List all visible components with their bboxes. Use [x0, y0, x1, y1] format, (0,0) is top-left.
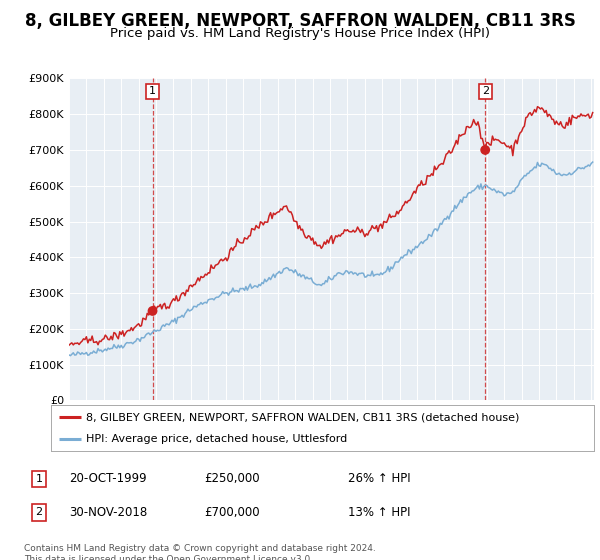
Text: 20-OCT-1999: 20-OCT-1999	[69, 472, 146, 486]
Text: 8, GILBEY GREEN, NEWPORT, SAFFRON WALDEN, CB11 3RS (detached house): 8, GILBEY GREEN, NEWPORT, SAFFRON WALDEN…	[86, 412, 520, 422]
Text: HPI: Average price, detached house, Uttlesford: HPI: Average price, detached house, Uttl…	[86, 435, 347, 444]
Text: £250,000: £250,000	[204, 472, 260, 486]
Text: 26% ↑ HPI: 26% ↑ HPI	[348, 472, 410, 486]
Text: 1: 1	[35, 474, 43, 484]
Text: 8, GILBEY GREEN, NEWPORT, SAFFRON WALDEN, CB11 3RS: 8, GILBEY GREEN, NEWPORT, SAFFRON WALDEN…	[25, 12, 575, 30]
Text: £700,000: £700,000	[204, 506, 260, 519]
Text: 2: 2	[482, 86, 489, 96]
Text: 2: 2	[35, 507, 43, 517]
Text: 13% ↑ HPI: 13% ↑ HPI	[348, 506, 410, 519]
Text: Price paid vs. HM Land Registry's House Price Index (HPI): Price paid vs. HM Land Registry's House …	[110, 27, 490, 40]
Point	[148, 306, 157, 315]
Point	[481, 146, 490, 155]
Text: 1: 1	[149, 86, 156, 96]
Text: 30-NOV-2018: 30-NOV-2018	[69, 506, 147, 519]
Text: Contains HM Land Registry data © Crown copyright and database right 2024.
This d: Contains HM Land Registry data © Crown c…	[24, 544, 376, 560]
